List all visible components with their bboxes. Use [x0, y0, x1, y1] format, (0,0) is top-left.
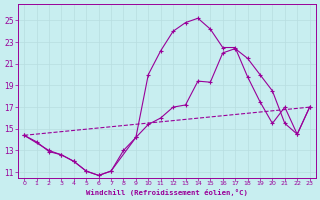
- X-axis label: Windchill (Refroidissement éolien,°C): Windchill (Refroidissement éolien,°C): [86, 189, 248, 196]
